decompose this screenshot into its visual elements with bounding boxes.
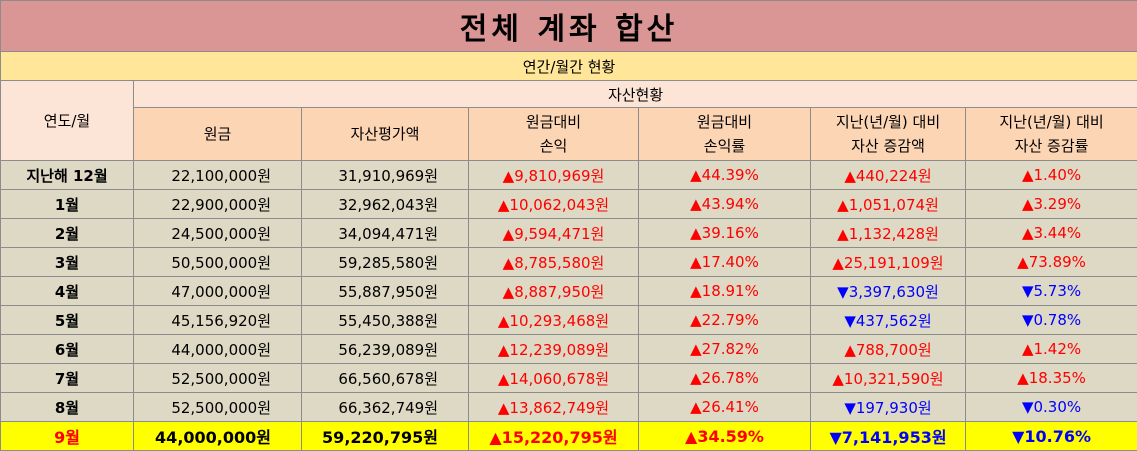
pnl-rate-header-line2: 손익률	[639, 134, 810, 158]
pnl-rate-cell: ▲26.41%	[639, 393, 811, 422]
asset-status-header: 자산현황	[134, 81, 1137, 108]
row-label: 4월	[1, 277, 134, 306]
change-cell: ▼437,562원	[811, 306, 966, 335]
pnl-cell: ▲14,060,678원	[469, 364, 639, 393]
asset-value-cell: 59,285,580원	[302, 248, 469, 277]
year-month-header: 연도/월	[1, 81, 134, 161]
change-rate-header-line1: 지난(년/월) 대비	[966, 110, 1137, 134]
asset-value-cell: 55,450,388원	[302, 306, 469, 335]
row-label: 8월	[1, 393, 134, 422]
pnl-rate-cell: ▲26.78%	[639, 364, 811, 393]
change-rate-header: 지난(년/월) 대비 자산 증감률	[966, 108, 1137, 161]
row-label: 7월	[1, 364, 134, 393]
asset-value-cell: 55,887,950원	[302, 277, 469, 306]
principal-cell: 45,156,920원	[134, 306, 302, 335]
pnl-rate-cell: ▲27.82%	[639, 335, 811, 364]
change-rate-cell: ▲1.40%	[966, 161, 1137, 190]
pnl-cell: ▲10,293,468원	[469, 306, 639, 335]
pnl-rate-cell: ▲18.91%	[639, 277, 811, 306]
asset-value-cell: 34,094,471원	[302, 219, 469, 248]
principal-header: 원금	[134, 108, 302, 161]
asset-value-cell: 59,220,795원	[302, 422, 469, 451]
row-label: 6월	[1, 335, 134, 364]
change-header: 지난(년/월) 대비 자산 증감액	[811, 108, 966, 161]
change-cell: ▲1,051,074원	[811, 190, 966, 219]
pnl-cell: ▲9,810,969원	[469, 161, 639, 190]
pnl-rate-cell: ▲34.59%	[639, 422, 811, 451]
change-rate-cell: ▲3.44%	[966, 219, 1137, 248]
change-rate-cell: ▲3.29%	[966, 190, 1137, 219]
section-subtitle: 연간/월간 현황	[1, 52, 1137, 81]
principal-cell: 52,500,000원	[134, 393, 302, 422]
pnl-header: 원금대비 손익	[469, 108, 639, 161]
asset-value-cell: 66,560,678원	[302, 364, 469, 393]
row-label: 3월	[1, 248, 134, 277]
pnl-header-line1: 원금대비	[469, 110, 638, 134]
change-rate-header-line2: 자산 증감률	[966, 134, 1137, 158]
row-label: 2월	[1, 219, 134, 248]
pnl-rate-cell: ▲39.16%	[639, 219, 811, 248]
change-cell: ▲10,321,590원	[811, 364, 966, 393]
pnl-rate-cell: ▲17.40%	[639, 248, 811, 277]
principal-cell: 50,500,000원	[134, 248, 302, 277]
asset-value-cell: 32,962,043원	[302, 190, 469, 219]
asset-value-cell: 66,362,749원	[302, 393, 469, 422]
page-title: 전체 계좌 합산	[1, 1, 1137, 52]
change-rate-cell: ▼5.73%	[966, 277, 1137, 306]
pnl-cell: ▲8,887,950원	[469, 277, 639, 306]
pnl-cell: ▲13,862,749원	[469, 393, 639, 422]
change-cell: ▼3,397,630원	[811, 277, 966, 306]
pnl-rate-cell: ▲22.79%	[639, 306, 811, 335]
pnl-cell: ▲15,220,795원	[469, 422, 639, 451]
principal-cell: 22,900,000원	[134, 190, 302, 219]
change-cell: ▼7,141,953원	[811, 422, 966, 451]
change-rate-cell: ▲1.42%	[966, 335, 1137, 364]
principal-cell: 47,000,000원	[134, 277, 302, 306]
pnl-rate-header: 원금대비 손익률	[639, 108, 811, 161]
principal-cell: 52,500,000원	[134, 364, 302, 393]
asset-value-header: 자산평가액	[302, 108, 469, 161]
asset-value-cell: 31,910,969원	[302, 161, 469, 190]
pnl-rate-cell: ▲44.39%	[639, 161, 811, 190]
asset-value-cell: 56,239,089원	[302, 335, 469, 364]
change-header-line1: 지난(년/월) 대비	[811, 110, 965, 134]
change-rate-cell: ▲18.35%	[966, 364, 1137, 393]
change-cell: ▲440,224원	[811, 161, 966, 190]
change-cell: ▲1,132,428원	[811, 219, 966, 248]
row-label: 5월	[1, 306, 134, 335]
principal-cell: 24,500,000원	[134, 219, 302, 248]
change-rate-cell: ▲73.89%	[966, 248, 1137, 277]
pnl-cell: ▲9,594,471원	[469, 219, 639, 248]
row-label: 1월	[1, 190, 134, 219]
change-cell: ▼197,930원	[811, 393, 966, 422]
change-header-line2: 자산 증감액	[811, 134, 965, 158]
pnl-header-line2: 손익	[469, 134, 638, 158]
row-label: 9월	[1, 422, 134, 451]
principal-cell: 44,000,000원	[134, 422, 302, 451]
principal-cell: 22,100,000원	[134, 161, 302, 190]
pnl-cell: ▲12,239,089원	[469, 335, 639, 364]
pnl-rate-header-line1: 원금대비	[639, 110, 810, 134]
pnl-rate-cell: ▲43.94%	[639, 190, 811, 219]
pnl-cell: ▲8,785,580원	[469, 248, 639, 277]
change-rate-cell: ▼0.78%	[966, 306, 1137, 335]
change-rate-cell: ▼0.30%	[966, 393, 1137, 422]
principal-cell: 44,000,000원	[134, 335, 302, 364]
change-rate-cell: ▼10.76%	[966, 422, 1137, 451]
pnl-cell: ▲10,062,043원	[469, 190, 639, 219]
row-label: 지난해 12월	[1, 161, 134, 190]
change-cell: ▲25,191,109원	[811, 248, 966, 277]
change-cell: ▲788,700원	[811, 335, 966, 364]
